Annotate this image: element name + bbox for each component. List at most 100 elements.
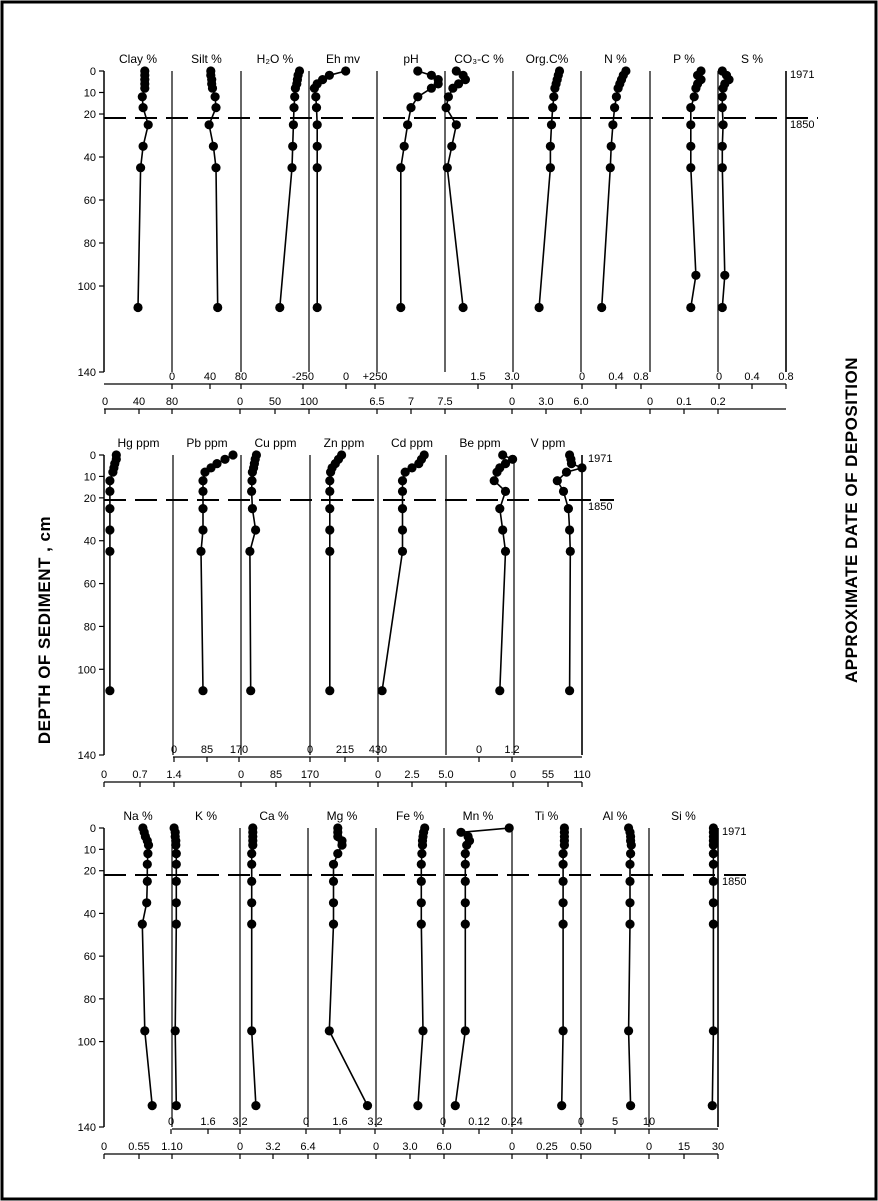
data-point	[198, 525, 208, 535]
panel-2: 0 10 20 40 60 80 100 140 1971 1850 Hg ppm Pb ppm Cu …	[78, 436, 614, 787]
data-point	[406, 103, 416, 113]
data-point	[143, 840, 154, 850]
series-title: N %	[604, 52, 627, 66]
data-point	[377, 686, 387, 696]
series-7: Ti %	[535, 809, 570, 1111]
data-point	[108, 467, 118, 477]
data-point	[325, 486, 335, 496]
x-tick-label: 0	[510, 769, 516, 781]
y-tick-label: 40	[84, 152, 96, 164]
data-point	[247, 486, 257, 496]
data-point	[275, 302, 285, 313]
series-title: Cd ppm	[391, 436, 433, 450]
date-label-1971: 1971	[790, 69, 814, 81]
x-tick-label: 1.6	[200, 1116, 215, 1128]
data-point	[414, 459, 424, 469]
series-5: Fe %	[396, 809, 430, 1111]
data-point	[133, 302, 143, 313]
data-point	[418, 1026, 428, 1036]
y-tick-label: 20	[84, 109, 96, 121]
data-point	[626, 840, 636, 850]
x-tick-label: 0.1	[676, 396, 691, 408]
data-point	[451, 66, 461, 76]
data-point	[717, 141, 727, 151]
data-point	[708, 919, 719, 929]
data-point	[625, 898, 635, 908]
y-tick-label: 80	[84, 994, 96, 1006]
x-tick-label: 0.4	[744, 371, 759, 383]
x-tick-label: 0	[440, 1116, 446, 1128]
data-point	[718, 120, 728, 130]
x-tick-label: 5	[612, 1116, 618, 1128]
x-tick-label: 3.0	[402, 1141, 417, 1153]
x-tick-label: 3.2	[367, 1116, 382, 1128]
x-tick-label: 1.4	[166, 769, 181, 781]
x-tick-label: 0	[646, 1141, 652, 1153]
data-point	[559, 840, 570, 850]
data-point	[717, 163, 727, 173]
series-title: Fe %	[396, 809, 424, 823]
x-tick-label: 0	[375, 769, 381, 781]
data-point	[450, 1101, 460, 1111]
data-point	[691, 83, 701, 93]
data-point	[143, 849, 153, 859]
data-point	[324, 70, 334, 80]
y-tick-label: 100	[78, 664, 96, 676]
series-title: Cu ppm	[254, 436, 296, 450]
y-tick-label: 140	[78, 1122, 96, 1134]
data-point	[204, 120, 214, 130]
data-point	[207, 83, 218, 93]
x-tick-label: 0	[303, 1116, 309, 1128]
data-point	[552, 476, 562, 486]
series-title: Clay %	[119, 52, 157, 66]
x-tick-label: 3.0	[538, 396, 553, 408]
data-point	[325, 546, 335, 557]
data-point	[566, 459, 577, 469]
x-tick-label: 0	[102, 396, 108, 408]
y-tick-label: 100	[78, 1037, 96, 1049]
data-point	[171, 840, 181, 850]
data-point	[147, 1101, 157, 1111]
data-point	[413, 1101, 423, 1111]
data-point	[608, 120, 618, 130]
data-point	[708, 898, 719, 908]
data-point	[138, 103, 148, 113]
data-point	[606, 141, 616, 151]
y-tick-label: 40	[84, 536, 96, 548]
data-point	[105, 504, 115, 514]
data-point	[220, 454, 230, 464]
data-point	[550, 83, 560, 93]
data-point	[247, 476, 257, 486]
data-point	[548, 103, 558, 113]
x-tick-label: 2.5	[404, 769, 419, 781]
data-point	[708, 849, 719, 859]
data-point	[416, 898, 426, 908]
x-tick-label: 100	[300, 396, 318, 408]
data-point	[460, 876, 470, 887]
data-point	[328, 876, 339, 887]
data-point	[561, 467, 572, 477]
series-title: Hg ppm	[117, 436, 159, 450]
data-point	[545, 163, 556, 173]
data-point	[105, 686, 115, 696]
data-point	[442, 163, 452, 173]
data-point	[245, 546, 255, 557]
x-tick-label: 3.2	[265, 1141, 280, 1153]
data-point	[717, 302, 727, 313]
x-tick-label: 6.0	[436, 1141, 451, 1153]
data-point	[565, 686, 575, 696]
x-tick-label: 7	[408, 396, 414, 408]
y-tick-label: 0	[90, 450, 96, 462]
data-point	[328, 859, 339, 869]
data-point	[495, 504, 505, 514]
data-point	[462, 840, 472, 850]
series-title: Be ppm	[459, 436, 500, 450]
data-point	[137, 919, 147, 929]
y-tick-label: 60	[84, 579, 96, 591]
y-tick-label: 140	[78, 750, 96, 762]
data-point	[136, 163, 146, 173]
data-point	[105, 546, 115, 557]
data-point	[200, 467, 210, 477]
series-title: Zn ppm	[324, 436, 365, 450]
series-5: Cd ppm	[377, 436, 433, 696]
